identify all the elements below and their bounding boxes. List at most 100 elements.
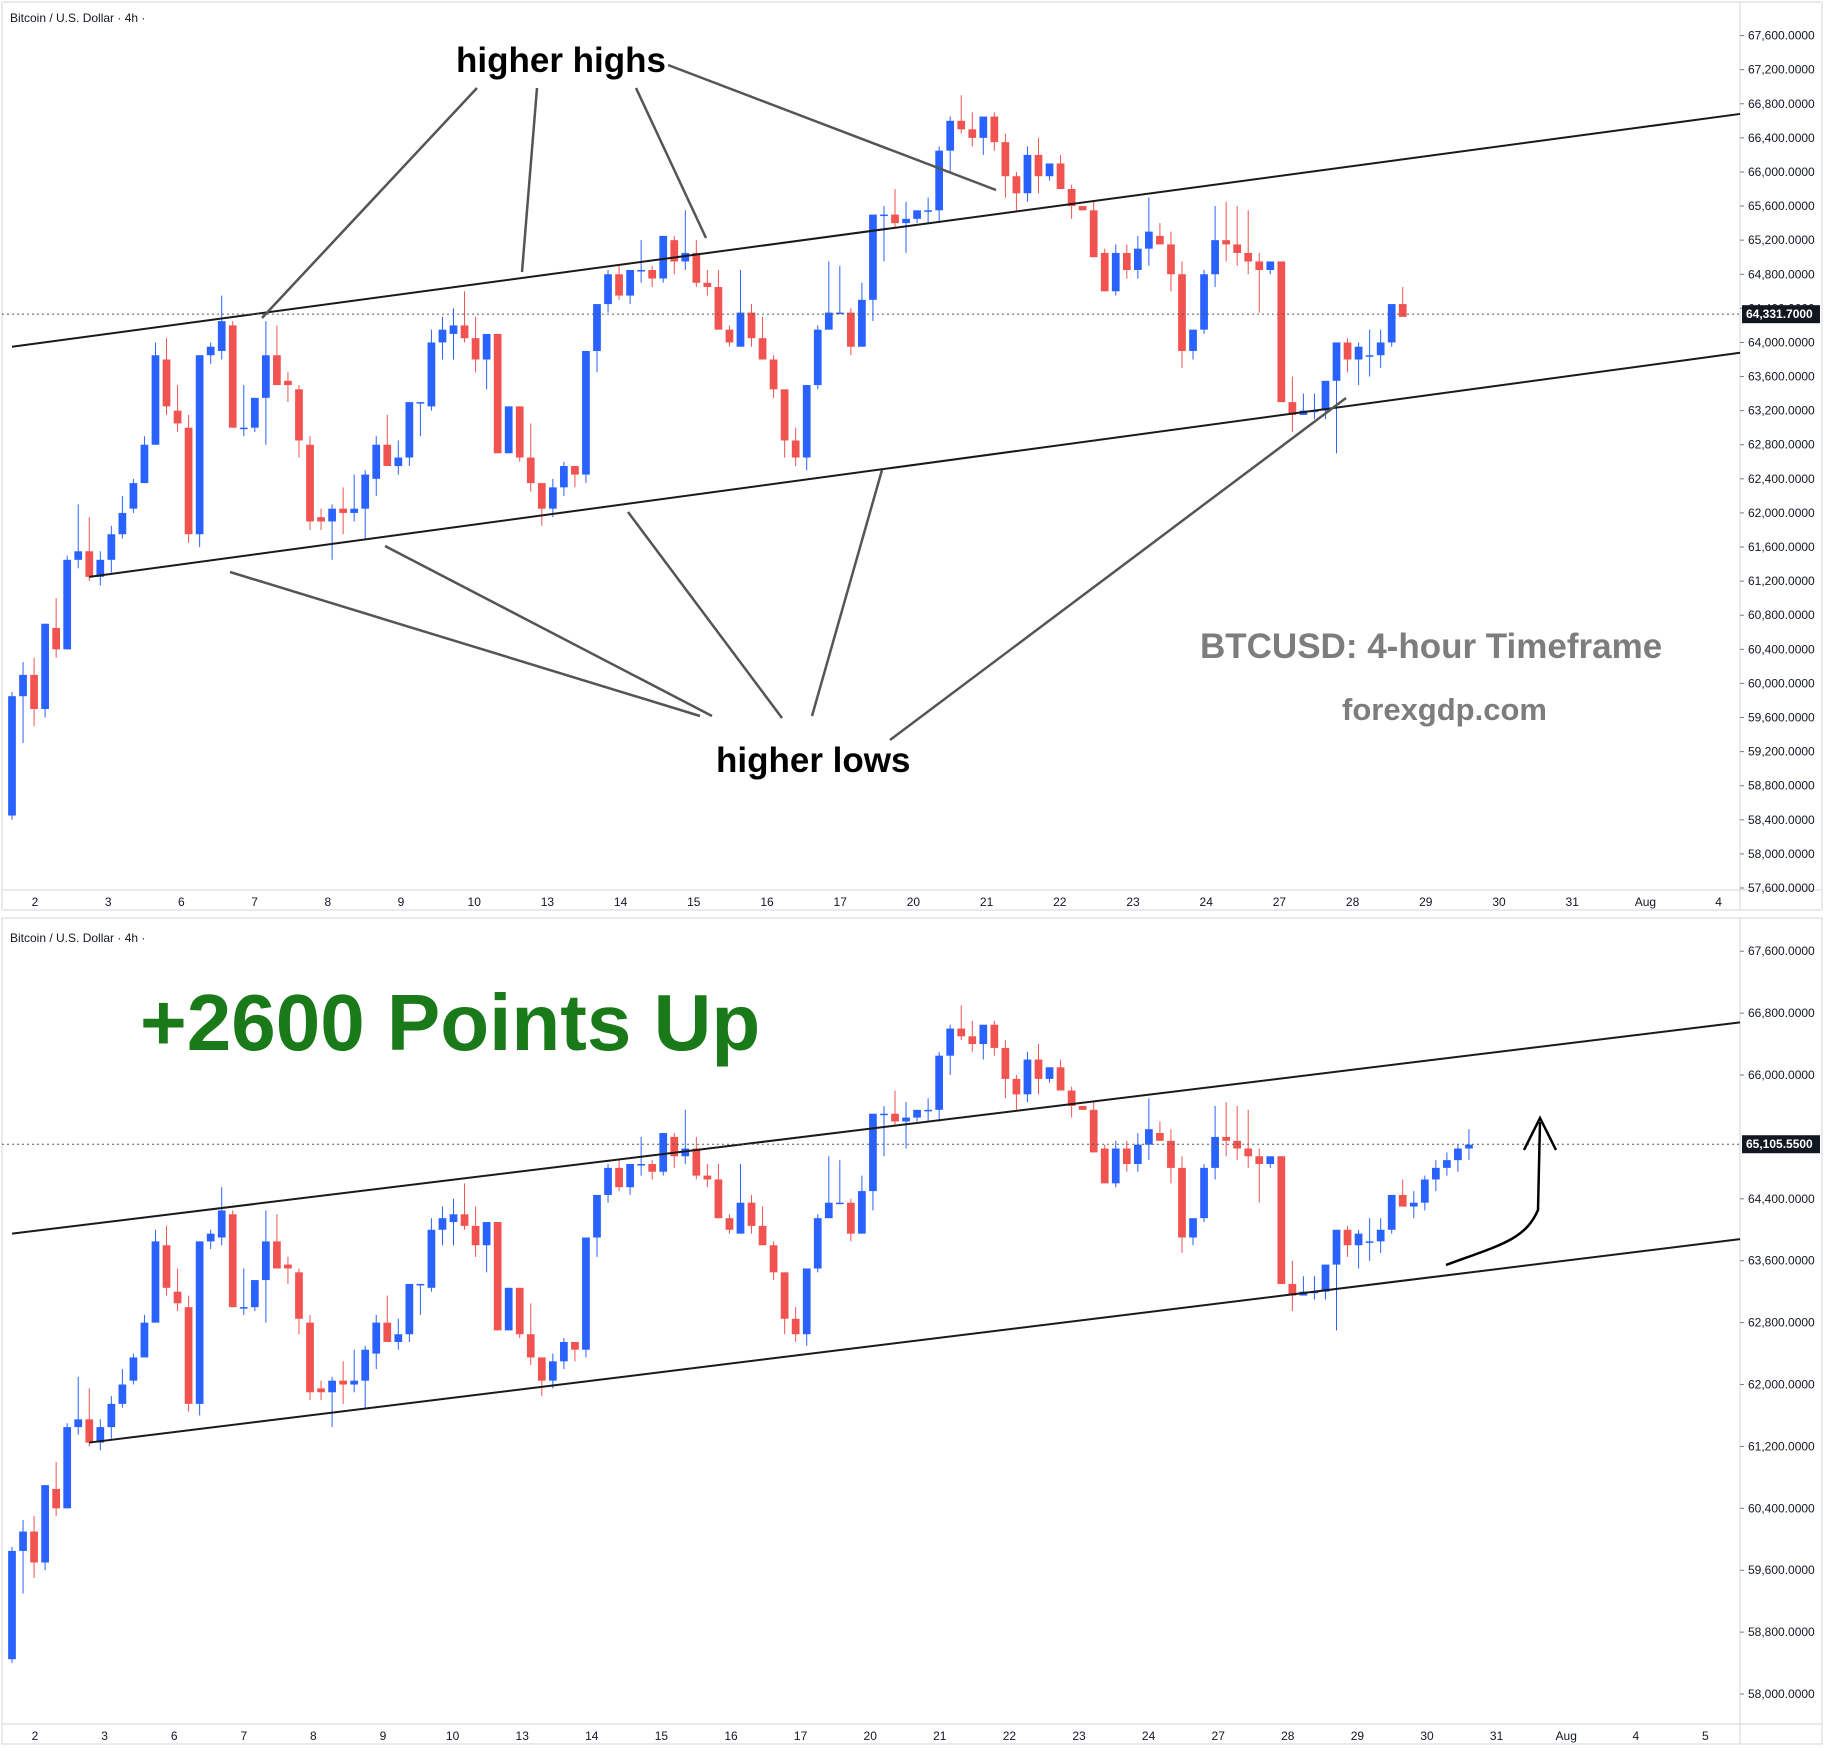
x-tick-label: Aug [1556,1729,1577,1743]
candle-body [637,1164,646,1166]
candle-body [736,312,745,347]
candle-body [1045,163,1054,177]
annotation-pointer [520,87,539,273]
x-tick-label: 2 [32,895,39,909]
candle-body [74,1419,83,1428]
candle-body [1023,1059,1032,1095]
candle-body [41,1485,49,1563]
candle-body [891,214,899,224]
candle-body [372,444,381,479]
candle-body [85,1419,94,1443]
candle-body [350,508,359,513]
candle-body [780,1272,789,1319]
candle-body [1354,346,1363,360]
candle-body [670,240,679,262]
candle-body [615,274,623,296]
candle-body [295,1272,303,1319]
x-tick-label: 15 [655,1729,669,1743]
candle-body [339,1380,347,1385]
x-tick-label: 30 [1492,895,1506,909]
candle-body [416,1283,425,1286]
candle-body [902,1117,910,1122]
candle-body [1001,142,1010,177]
x-tick-label: 27 [1212,1729,1226,1743]
y-tick-label: 59,200.0000 [1748,745,1815,759]
candle-body [504,406,513,454]
candle-body [1078,206,1087,211]
y-tick-label: 62,400.0000 [1748,472,1815,486]
candle-body [1111,252,1120,292]
candle-body [1277,1156,1286,1284]
x-tick-label: 20 [864,1729,878,1743]
candle-body [449,1214,458,1223]
candle-body [1178,274,1186,351]
candle-body [1156,235,1164,245]
candle-body [471,1225,480,1246]
bottom-panel-frame [1,917,1823,1745]
candle-body [913,210,921,219]
candle-body [659,1133,668,1172]
candle-body [19,674,27,697]
candle-body [725,1218,734,1230]
candle-body [979,116,988,138]
candle-body [1067,1090,1076,1106]
candle-body [1122,1148,1131,1165]
candle-body [692,252,701,283]
y-tick-label: 66,800.0000 [1748,97,1815,111]
y-tick-label: 63,600.0000 [1748,370,1815,384]
candle-body [306,444,314,522]
x-tick-label: 17 [834,895,848,909]
candle-body [582,1237,590,1350]
candle-body [151,355,160,445]
y-tick-label: 59,600.0000 [1748,711,1815,725]
candle-body [1012,176,1021,194]
y-tick-label: 64,400.0000 [1748,1192,1815,1206]
watermark-site: forexgdp.com [1342,692,1547,727]
candle-body [758,338,767,360]
candle-body [350,1380,359,1385]
candle-body [604,1167,612,1195]
candle-body [427,1229,436,1288]
candle-body [74,551,83,560]
candle-body [184,1307,193,1404]
candle-body [1465,1144,1473,1149]
x-tick-label: 6 [171,1729,178,1743]
candle-body [173,410,182,424]
candle-body [1200,274,1208,330]
candle-body [968,129,977,138]
candle-body [1321,1264,1330,1292]
candle-body [460,325,469,339]
x-tick-label: 31 [1490,1729,1504,1743]
candle-body [1023,154,1032,194]
candle-body [824,1202,833,1219]
x-tick-label: 17 [794,1729,808,1743]
top-chart-panel[interactable]: 67,600.0000 67,200.0000 66,800.0000 66,400.… [2,2,1822,910]
candle-body [405,402,414,458]
candle-body [52,628,61,650]
candle-body [52,1488,61,1509]
candle-body [41,623,49,709]
candle-body [813,1218,822,1269]
x-tick-label: 7 [240,1729,247,1743]
candle-body [1222,240,1230,245]
candle-body [63,1427,72,1509]
candle-body [118,1384,127,1404]
x-tick-label: 23 [1072,1729,1086,1743]
candle-body [725,329,734,343]
candle-body [339,508,347,513]
candle-body [1034,1059,1043,1079]
x-tick-label: 13 [541,895,555,909]
candle-body [1189,329,1197,351]
x-tick-label: 31 [1566,895,1580,909]
candle-body [1343,1229,1352,1246]
candle-body [548,487,557,509]
candle-body [515,406,524,458]
candle-body [835,312,844,315]
candle-body [228,325,237,428]
candle-body [394,457,403,467]
candle-body [361,1349,370,1381]
candle-body [1255,1156,1264,1165]
candle-body [924,1109,932,1112]
bottom-chart-panel[interactable]: 67,600.0000 66,800.0000 66,000.0000 64,400.… [2,918,1822,1744]
candle-body [1343,342,1352,360]
